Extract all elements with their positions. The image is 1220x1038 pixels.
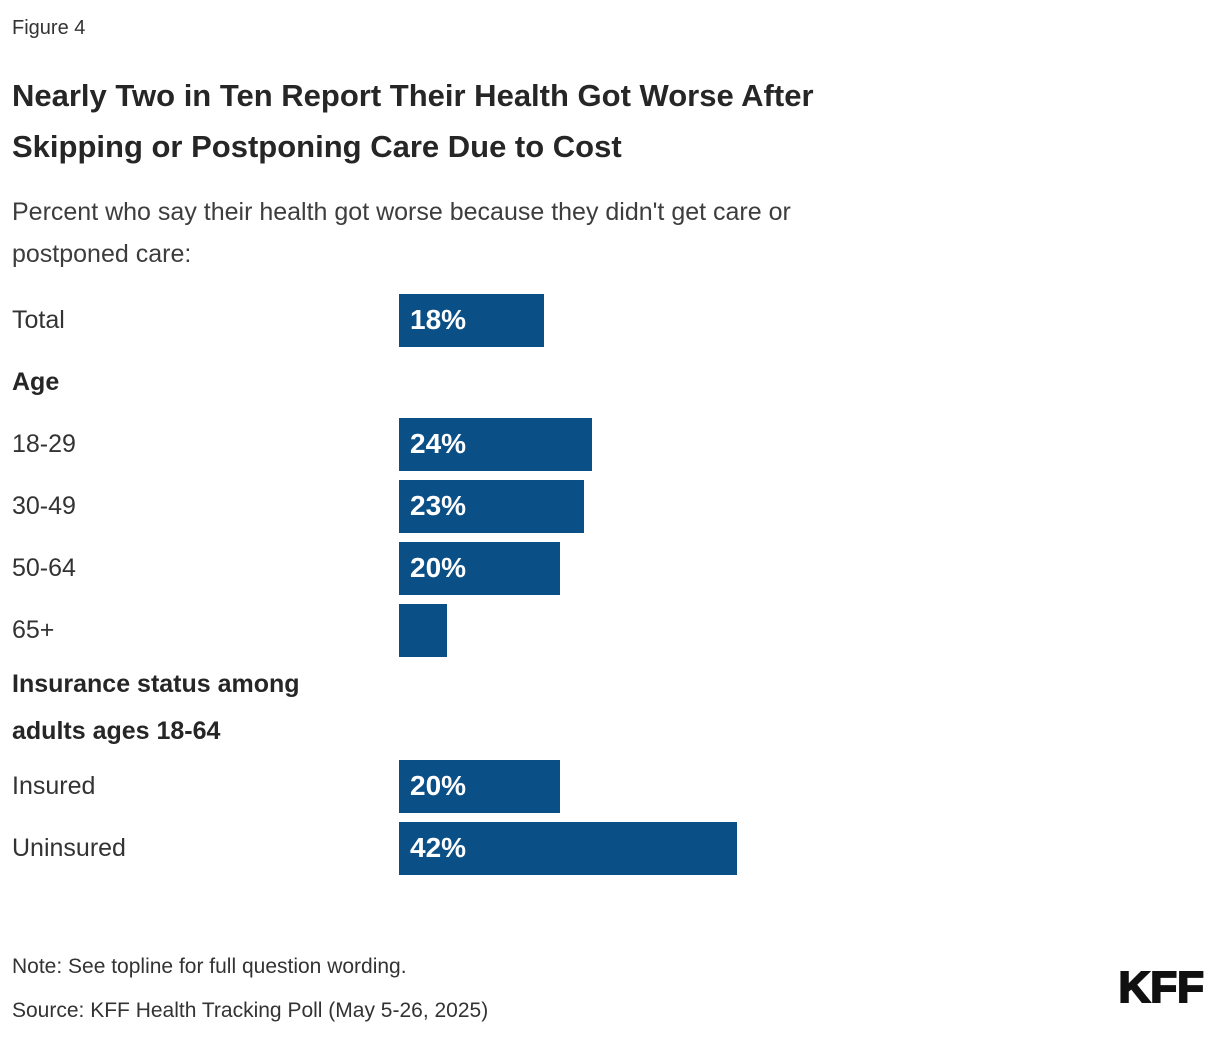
chart-row: 65+ (12, 599, 1208, 661)
chart-title-line1: Nearly Two in Ten Report Their Health Go… (12, 78, 814, 113)
row-label: 65+ (12, 615, 55, 644)
chart-row: Total 18% (12, 289, 1208, 351)
chart-subtitle-line1: Percent who say their health got worse b… (12, 198, 791, 226)
bar-value-label: 18% (410, 304, 467, 335)
chart-row: 30-49 23% (12, 475, 1208, 537)
chart-subtitle: Percent who say their health got worse b… (12, 191, 1092, 275)
chart-title: Nearly Two in Ten Report Their Health Go… (12, 70, 1112, 172)
chart-title-line2: Skipping or Postponing Care Due to Cost (12, 129, 622, 164)
chart-row: Insured 20% (12, 755, 1208, 817)
note-text: Note: See topline for full question word… (12, 955, 407, 978)
row-label: Insured (12, 771, 96, 800)
bar: 20% (399, 541, 560, 595)
bar: 24% (399, 417, 592, 471)
bar-value-label: 23% (410, 490, 467, 521)
row-label: 18-29 (12, 429, 76, 458)
bar-value-label: 20% (410, 552, 467, 583)
row-label: 30-49 (12, 491, 76, 520)
bar: 20% (399, 759, 560, 813)
chart-rows: Total 18% Age 18-29 24% 30-49 23% 50-64 … (12, 289, 1208, 879)
kff-logo: KFF (1117, 963, 1205, 1012)
row-label: Total (12, 305, 65, 334)
bar: 42% (399, 821, 737, 875)
bar: 23% (399, 479, 584, 533)
figure-label: Figure 4 (12, 17, 86, 39)
bar-value-label: 20% (410, 770, 467, 801)
chart-row: 50-64 20% (12, 537, 1208, 599)
chart-row: 18-29 24% (12, 413, 1208, 475)
section-header-label: Age (12, 367, 60, 396)
chart-section-header-row: Age (12, 351, 1208, 413)
row-label: 50-64 (12, 553, 76, 582)
footer: Note: See topline for full question word… (12, 952, 1208, 1038)
bar (399, 603, 447, 657)
chart-row: Uninsured 42% (12, 817, 1208, 879)
chart-subtitle-line2: postponed care: (12, 240, 192, 268)
bar-value-label: 42% (410, 832, 467, 863)
chart-section-header-row: Insurance status among adults ages 18-64 (12, 661, 1208, 755)
section-header-label: Insurance status among adults ages 18-64 (12, 670, 300, 745)
source-text: Source: KFF Health Tracking Poll (May 5-… (12, 999, 489, 1022)
footnotes: Note: See topline for full question word… (12, 952, 488, 1026)
row-label: Uninsured (12, 833, 126, 862)
bar: 18% (399, 293, 544, 347)
bar-value-label: 24% (410, 428, 467, 459)
